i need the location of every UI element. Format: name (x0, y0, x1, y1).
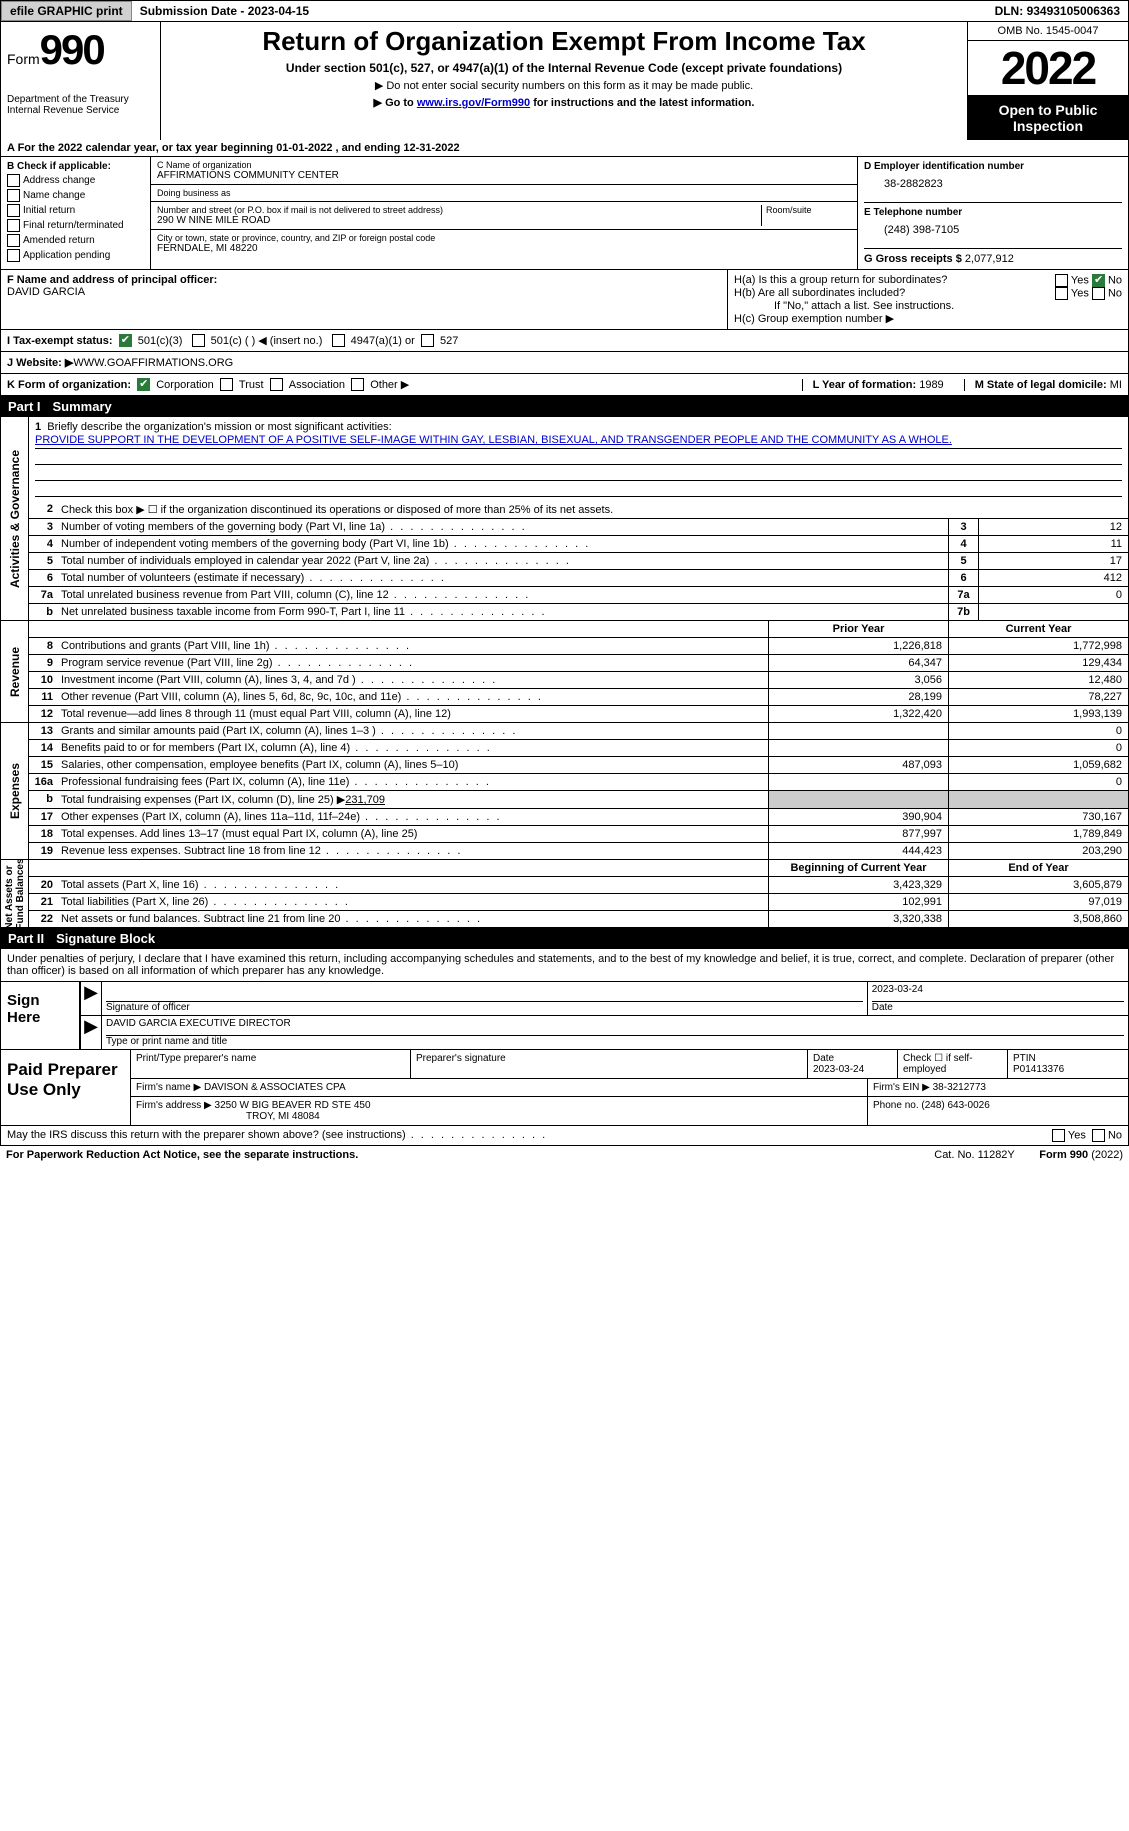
ein: 38-2882823 (864, 172, 1122, 196)
city-state-zip: FERNDALE, MI 48220 (157, 243, 851, 254)
part-1-header: Part ISummary (0, 396, 1129, 417)
net-assets-section: Net Assets or Fund Balances Beginning of… (0, 860, 1129, 928)
row-a-period: A For the 2022 calendar year, or tax yea… (0, 140, 1129, 157)
top-bar: efile GRAPHIC print Submission Date - 20… (0, 0, 1129, 22)
sign-here-label: Sign Here (1, 982, 81, 1049)
form-subtitle: Under section 501(c), 527, or 4947(a)(1)… (171, 61, 957, 75)
val-7b (978, 604, 1128, 620)
val-3: 12 (978, 519, 1128, 535)
vlabel-rev: Revenue (8, 646, 22, 696)
form-id-block: Form990 Department of the Treasury Inter… (1, 22, 161, 140)
cb-501c[interactable] (192, 334, 205, 347)
vlabel-exp: Expenses (8, 763, 22, 819)
org-name: AFFIRMATIONS COMMUNITY CENTER (157, 170, 851, 181)
val-6: 412 (978, 570, 1128, 586)
val-4: 11 (978, 536, 1128, 552)
paid-preparer-label: Paid Preparer Use Only (1, 1050, 131, 1125)
open-inspection: Open to Public Inspection (968, 96, 1128, 140)
ptin: P01413376 (1013, 1064, 1123, 1075)
cb-4947[interactable] (332, 334, 345, 347)
phone: (248) 398-7105 (864, 218, 1122, 242)
signature-intro: Under penalties of perjury, I declare th… (0, 949, 1129, 981)
irs-link[interactable]: www.irs.gov/Form990 (417, 97, 530, 109)
val-7a: 0 (978, 587, 1128, 603)
cb-initial-return[interactable]: Initial return (7, 204, 144, 217)
officer-name-title: DAVID GARCIA EXECUTIVE DIRECTOR (106, 1018, 1124, 1036)
expenses-section: Expenses 13Grants and similar amounts pa… (0, 723, 1129, 860)
vlabel-na: Net Assets or Fund Balances (4, 858, 26, 929)
col-d-ein-phone: D Employer identification number 38-2882… (858, 157, 1128, 269)
footer: For Paperwork Reduction Act Notice, see … (0, 1146, 1129, 1164)
row-i-status: I Tax-exempt status: 501(c)(3) 501(c) ( … (0, 330, 1129, 352)
cb-final-return[interactable]: Final return/terminated (7, 219, 144, 232)
firm-name: DAVISON & ASSOCIATES CPA (204, 1082, 346, 1093)
state-domicile: MI (1110, 379, 1122, 391)
form-title-block: Return of Organization Exempt From Incom… (161, 22, 968, 140)
vlabel-ag: Activities & Governance (8, 449, 22, 587)
website: WWW.GOAFFIRMATIONS.ORG (73, 357, 233, 369)
activities-governance-section: Activities & Governance 1 Briefly descri… (0, 417, 1129, 621)
discuss-row: May the IRS discuss this return with the… (0, 1126, 1129, 1146)
mission-text[interactable]: PROVIDE SUPPORT IN THE DEVELOPMENT OF A … (35, 434, 952, 446)
form-title: Return of Organization Exempt From Incom… (171, 26, 957, 57)
revenue-section: Revenue Prior YearCurrent Year 8Contribu… (0, 621, 1129, 723)
entity-block: B Check if applicable: Address change Na… (0, 157, 1129, 270)
cb-527[interactable] (421, 334, 434, 347)
submission-date: Submission Date - 2023-04-15 (132, 2, 317, 20)
cb-discuss-no[interactable] (1092, 1129, 1105, 1142)
year-formation: 1989 (919, 379, 943, 391)
principal-officer: DAVID GARCIA (7, 286, 721, 298)
firm-phone: (248) 643-0026 (921, 1100, 989, 1111)
note-ssn: ▶ Do not enter social security numbers o… (171, 79, 957, 92)
tax-year: 2022 (968, 41, 1128, 96)
row-f-h: F Name and address of principal officer:… (0, 270, 1129, 330)
cb-501c3[interactable] (119, 334, 132, 347)
row-j-website: J Website: ▶ WWW.GOAFFIRMATIONS.ORG (0, 352, 1129, 374)
paid-preparer-block: Paid Preparer Use Only Print/Type prepar… (0, 1050, 1129, 1126)
val-5: 17 (978, 553, 1128, 569)
note-link: ▶ Go to www.irs.gov/Form990 for instruct… (171, 96, 957, 109)
cb-corp[interactable] (137, 378, 150, 391)
col-c-org-info: C Name of organization AFFIRMATIONS COMM… (151, 157, 858, 269)
cb-app-pending[interactable]: Application pending (7, 249, 144, 262)
cb-other[interactable] (351, 378, 364, 391)
efile-print-button[interactable]: efile GRAPHIC print (1, 1, 132, 21)
dln: DLN: 93493105006363 (987, 2, 1128, 20)
cb-trust[interactable] (220, 378, 233, 391)
part-2-header: Part IISignature Block (0, 928, 1129, 949)
cb-discuss-yes[interactable] (1052, 1129, 1065, 1142)
year-block: OMB No. 1545-0047 2022 Open to Public In… (968, 22, 1128, 140)
sig-date: 2023-03-24 (872, 984, 1124, 1002)
gross-receipts: 2,077,912 (965, 253, 1014, 265)
cb-address-change[interactable]: Address change (7, 174, 144, 187)
cb-assoc[interactable] (270, 378, 283, 391)
row-k-org-form: K Form of organization: Corporation Trus… (0, 374, 1129, 396)
cb-name-change[interactable]: Name change (7, 189, 144, 202)
firm-ein: 38-3212773 (933, 1082, 986, 1093)
cb-amended[interactable]: Amended return (7, 234, 144, 247)
dept-label: Department of the Treasury Internal Reve… (7, 94, 154, 116)
street-address: 290 W NINE MILE ROAD (157, 215, 761, 226)
form-header: Form990 Department of the Treasury Inter… (0, 22, 1129, 140)
omb-number: OMB No. 1545-0047 (968, 22, 1128, 41)
sign-here-block: Sign Here ▶ Signature of officer 2023-03… (0, 981, 1129, 1050)
col-b-checkboxes: B Check if applicable: Address change Na… (1, 157, 151, 269)
